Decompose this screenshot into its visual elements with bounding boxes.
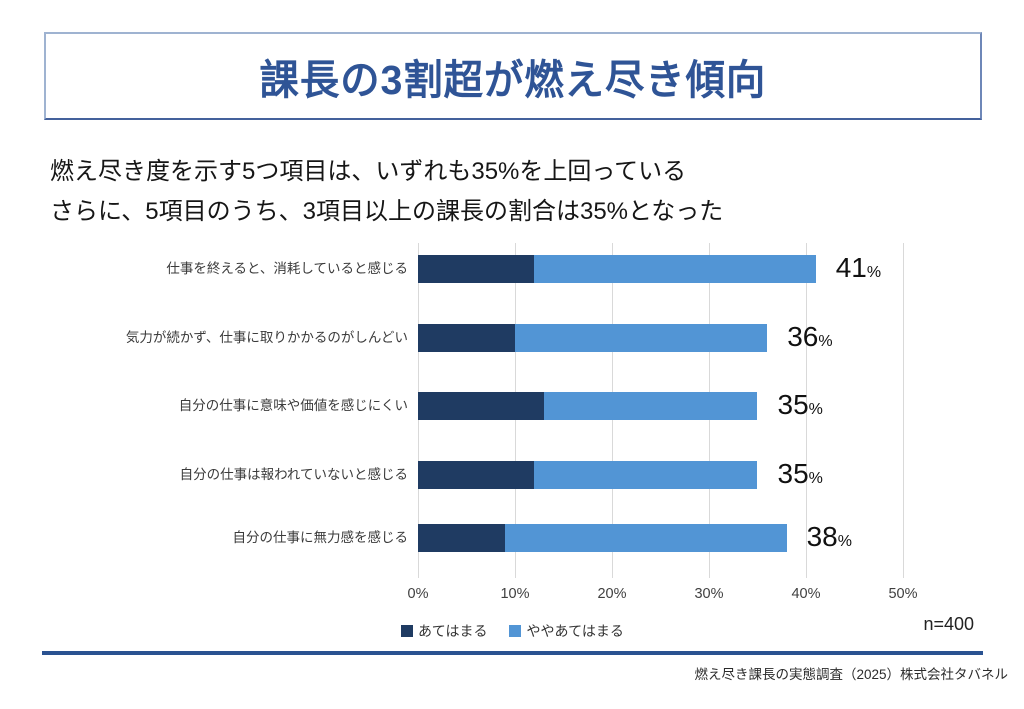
- category-label: 気力が続かず、仕事に取りかかるのがしんどい: [125, 330, 408, 345]
- bar-segment-ややあてはまる: [534, 461, 758, 489]
- page-title: 課長の3割超が燃え尽き傾向: [259, 57, 767, 103]
- subtitle-line-2: さらに、5項目のうち、3項目以上の課長の割合は35%となった: [50, 198, 724, 225]
- sample-size-label: n=400: [923, 614, 974, 634]
- category-label: 自分の仕事に無力感を感じる: [232, 530, 409, 545]
- legend-swatch-light: [509, 625, 522, 637]
- subtitle: 燃え尽き度を示す5つ項目は、いずれも35%を上回っている さらに、5項目のうち、…: [50, 152, 723, 232]
- x-axis-tick: 50%: [888, 586, 918, 602]
- category-label: 仕事を終えると、消耗していると感じる: [166, 261, 408, 276]
- bar-segment-ややあてはまる: [515, 324, 768, 352]
- bar-value-label: 41%: [835, 252, 882, 283]
- title-box: 課長の3割超が燃え尽き傾向: [44, 32, 982, 120]
- legend-item-yaya-atehamaru: ややあてはまる: [509, 621, 624, 641]
- category-label: 自分の仕事は報われていないと感じる: [179, 467, 408, 482]
- bar-value-label: 38%: [806, 521, 852, 552]
- x-axis-tick: 20%: [597, 586, 627, 602]
- bar-segment-あてはまる: [418, 324, 515, 352]
- bar-value-label: 36%: [787, 321, 833, 352]
- source-credit: 燃え尽き課長の実態調査（2025）株式会社タバネル: [694, 667, 1008, 682]
- bar-segment-ややあてはまる: [544, 392, 758, 420]
- bar-segment-あてはまる: [418, 524, 506, 552]
- legend-swatch-dark: [401, 625, 413, 637]
- x-axis-tick: 10%: [500, 586, 530, 602]
- subtitle-line-1: 燃え尽き度を示す5つ項目は、いずれも35%を上回っている: [50, 158, 687, 185]
- x-axis-tick: 0%: [407, 586, 429, 602]
- bar-segment-ややあてはまる: [505, 524, 787, 552]
- bar-segment-ややあてはまる: [534, 255, 816, 283]
- footer-divider: [42, 651, 983, 655]
- bar-value-label: 35%: [777, 389, 823, 420]
- bar-segment-あてはまる: [418, 255, 535, 283]
- bar-segment-あてはまる: [418, 392, 545, 420]
- x-axis-tick: 40%: [791, 586, 821, 602]
- bar-value-label: 35%: [777, 458, 823, 489]
- category-label: 自分の仕事に意味や価値を感じにくい: [178, 398, 408, 413]
- bar-segment-あてはまる: [418, 461, 535, 489]
- gridline-50%: [903, 243, 904, 578]
- legend-label-dark: あてはまる: [418, 623, 488, 639]
- x-axis-tick: 30%: [694, 586, 724, 602]
- gridline-40%: [806, 243, 807, 578]
- legend-item-atehamaru: あてはまる: [401, 621, 487, 641]
- chart-legend: あてはまる ややあてはまる: [401, 621, 624, 641]
- legend-label-light: ややあてはまる: [526, 623, 624, 639]
